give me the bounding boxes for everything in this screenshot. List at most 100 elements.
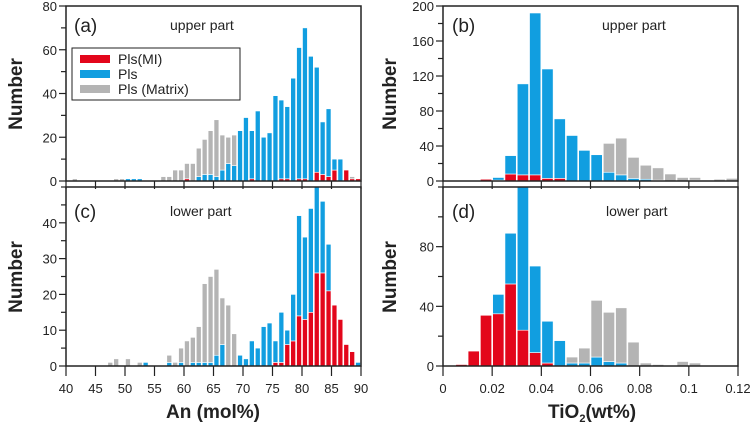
bar-pls (290, 294, 296, 342)
bar-pls (516, 186, 529, 331)
bar-matrix (190, 163, 196, 182)
bar-pls (492, 294, 505, 315)
bar-matrix (602, 311, 615, 362)
bar-pls (213, 354, 220, 367)
bar-matrix (578, 347, 591, 364)
x-tick-label: 50 (118, 381, 132, 396)
bar-matrix (615, 307, 628, 364)
y-tick-label: 0 (50, 174, 57, 189)
bar-matrix (615, 137, 628, 176)
bar-matrix (178, 169, 184, 182)
panel-label-d: (d) (452, 202, 475, 223)
part-label-a: upper part (170, 17, 234, 33)
y-tick-label: 0 (427, 359, 434, 374)
bar-matrix (602, 143, 615, 173)
bar-pls (237, 130, 243, 182)
bar-mi (296, 315, 302, 367)
x-tick-label: 45 (88, 381, 102, 396)
bar-pls (219, 344, 226, 367)
x-tick-label: 0.02 (480, 381, 505, 396)
bar-pls (541, 320, 554, 364)
tio2-unit: (wt%) (585, 402, 636, 423)
bar-mi (343, 169, 349, 182)
bar-matrix (166, 354, 173, 363)
x-tick-label: 85 (324, 381, 338, 396)
part-label-c: lower part (170, 203, 232, 219)
bar-pls (237, 354, 243, 367)
panel-a-axes: 0 20 40 60 80 (43, 0, 362, 189)
bar-matrix (196, 147, 202, 177)
y-tick-label: 40 (420, 139, 434, 154)
bar-matrix (689, 177, 701, 181)
bar-mi (290, 340, 296, 367)
bar-matrix (219, 297, 226, 345)
bar-mi (467, 350, 480, 367)
bar-matrix (213, 269, 220, 356)
bar-pls (319, 121, 326, 175)
bar-mi (529, 174, 542, 182)
x-axis-title-an: An (mol%) (166, 402, 260, 423)
panel-label-a: (a) (74, 16, 97, 37)
bar-matrix (627, 341, 640, 367)
bar-pls (578, 150, 591, 182)
x-tick-label: 0.06 (578, 381, 603, 396)
bar-matrix (196, 326, 202, 363)
bar-pls (325, 108, 332, 177)
bar-matrix (201, 139, 208, 175)
bar-mi (331, 304, 338, 367)
y-tick-label: 40 (420, 299, 434, 314)
y-tick-label: 20 (43, 130, 57, 145)
x-tick-label: 80 (295, 381, 309, 396)
bar-matrix (225, 136, 232, 164)
bar-matrix (627, 157, 640, 179)
bar-mi (343, 344, 349, 367)
bar-matrix (125, 358, 131, 367)
bar-matrix (590, 300, 603, 358)
bar-pls (337, 158, 344, 182)
bar-matrix (184, 340, 190, 367)
bar-matrix (113, 358, 119, 367)
x-tick-label: 0.04 (529, 381, 554, 396)
panel-label-b: (b) (452, 16, 475, 37)
panel-c-axes: 0 10 20 30 40 40 45 50 55 60 65 70 75 80 85 90 (43, 186, 368, 396)
y-tick-label: 20 (43, 287, 57, 302)
legend-label-pls: Pls (118, 66, 137, 82)
bar-pls (504, 155, 517, 175)
bar-mi (504, 173, 517, 182)
bar-matrix (566, 356, 579, 364)
panel-b-bars (480, 12, 738, 182)
bar-pls (255, 347, 261, 367)
bar-mi (516, 174, 529, 182)
bar-pls (319, 201, 326, 274)
bar-pls (302, 236, 308, 320)
legend: Pls(MI) Pls Pls (Matrix) (71, 47, 241, 101)
bar-pls (302, 27, 308, 180)
bar-pls (249, 130, 255, 180)
bar-pls (272, 95, 279, 182)
y-tick-label: 40 (43, 87, 57, 102)
y-tick-label: 120 (412, 69, 434, 84)
bar-pls (313, 186, 320, 274)
bar-pls (231, 165, 237, 182)
bar-pls (249, 340, 255, 367)
bar-matrix (231, 134, 237, 166)
bar-pls (325, 243, 332, 292)
bar-mi (504, 283, 517, 367)
bar-pls (260, 136, 267, 182)
bar-pls (541, 68, 554, 179)
bar-matrix (231, 333, 237, 367)
bar-matrix (664, 173, 677, 182)
bar-pls (296, 215, 302, 317)
bar-mi (284, 344, 290, 367)
plot-frame-b (442, 5, 739, 182)
tio2-subscript: 2 (579, 413, 585, 425)
y-tick-label: 200 (412, 0, 434, 14)
bar-pls (308, 208, 314, 313)
bar-pls (553, 340, 566, 367)
panel-a-bars (72, 27, 361, 182)
bar-mi (337, 319, 344, 367)
bar-mi (516, 329, 529, 367)
x-tick-label: 75 (265, 381, 279, 396)
y-axis-title-c: Number (6, 241, 27, 313)
